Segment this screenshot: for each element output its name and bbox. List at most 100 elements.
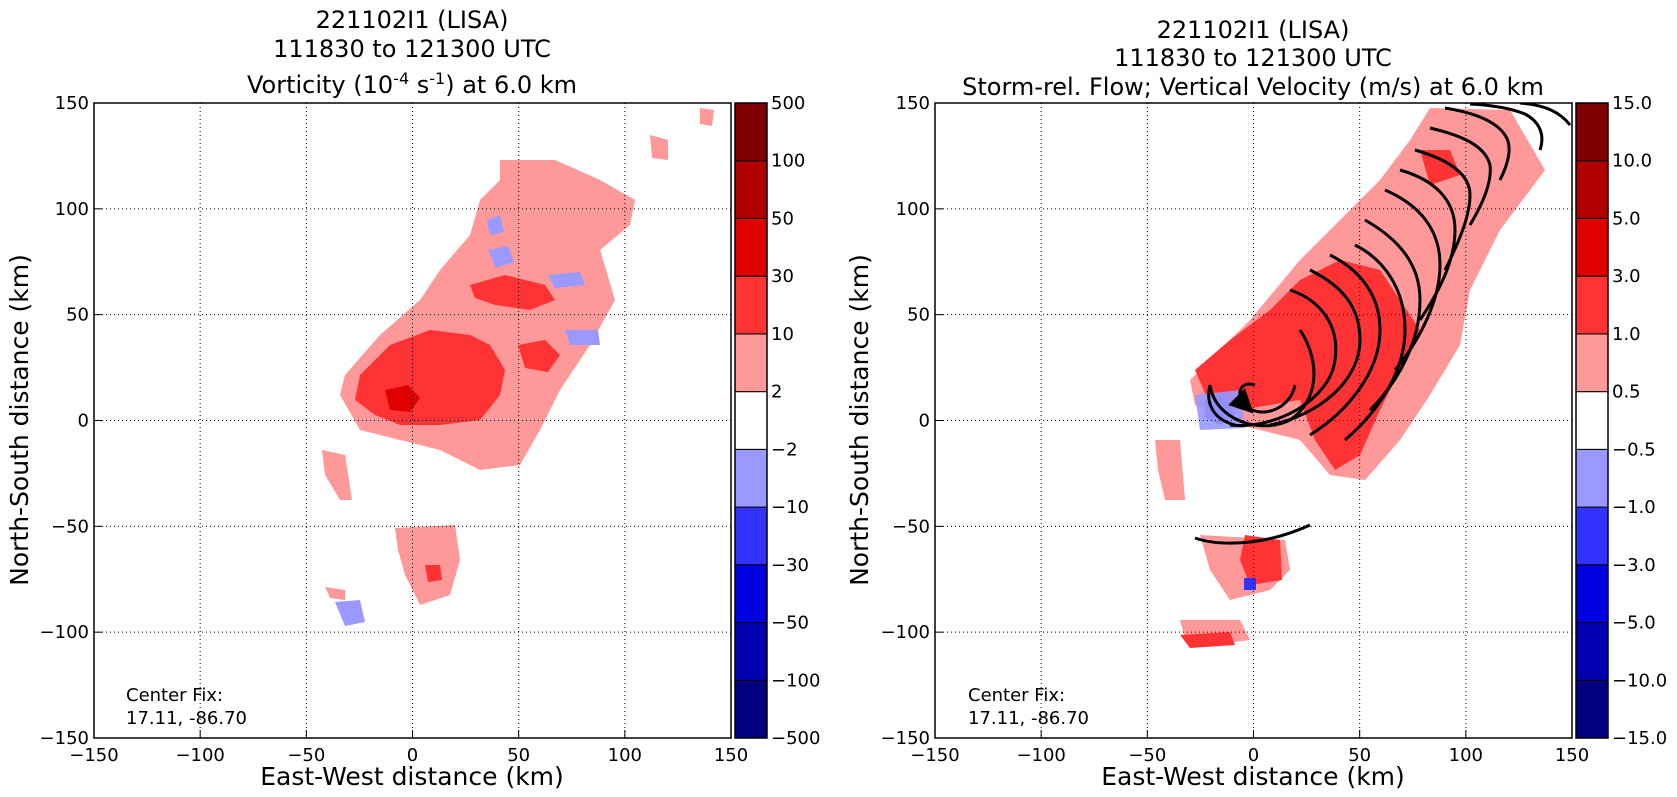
left-center-fix-value: 17.11, -86.70 — [126, 708, 247, 729]
left-ylabel: North-South distance (km) — [5, 254, 34, 586]
left-title-end: ) at 6.0 km — [445, 71, 577, 99]
right-colorbar-label: 10.0 — [1612, 151, 1652, 172]
right-ylabel: North-South distance (km) — [845, 254, 874, 586]
left-xtick-label: 50 — [507, 745, 530, 766]
right-colorbar-label: −15.0 — [1612, 728, 1667, 749]
left-ytick-label: 0 — [78, 411, 89, 432]
left-xtick-label: 0 — [407, 745, 418, 766]
streamline-spiral — [1228, 382, 1297, 414]
left-colorbar-frame — [734, 102, 768, 739]
left-contour-blue-5 — [335, 600, 365, 626]
left-vorticity-field — [322, 108, 714, 626]
left-panel: 221102I1 (LISA) 111830 to 121300 UTC Vor… — [5, 6, 820, 791]
right-colorbar-segment — [1575, 333, 1609, 393]
right-ytick-label: −100 — [881, 622, 930, 643]
left-colorbar-segment — [734, 448, 768, 508]
right-ytick-label: −150 — [881, 728, 930, 749]
left-ytick-label: 100 — [55, 199, 89, 220]
right-ytick-label: 0 — [919, 411, 930, 432]
right-title-line1: 221102I1 (LISA) — [1157, 16, 1350, 44]
streamline-9 — [1414, 148, 1472, 271]
left-colorbar-segment — [734, 333, 768, 393]
left-colorbar-segment — [734, 217, 768, 277]
streamline-12 — [1469, 103, 1544, 151]
right-xtick-label: −100 — [1016, 745, 1065, 766]
left-title-line3: Vorticity (10-4 s-1) at 6.0 km — [247, 69, 577, 100]
left-ytick-label: 50 — [66, 305, 89, 326]
right-ytick-label: −50 — [892, 516, 930, 537]
left-contour-blue-4 — [487, 215, 504, 235]
left-ytick-label: −100 — [40, 622, 89, 643]
left-title-sup2: -1 — [429, 69, 445, 88]
right-colorbar-segment — [1575, 506, 1609, 566]
left-contour-blue-1 — [488, 246, 514, 268]
left-colorbar-label: 30 — [771, 266, 794, 287]
left-xtick-label: −50 — [287, 745, 325, 766]
right-colorbar-label: 3.0 — [1612, 266, 1641, 287]
left-title-main: Vorticity (10 — [247, 71, 393, 99]
right-ytick-label: 50 — [907, 305, 930, 326]
right-contour-red-upper — [1420, 150, 1460, 185]
right-panel: 221102I1 (LISA) 111830 to 121300 UTC Sto… — [845, 16, 1667, 791]
right-xtick-label: −50 — [1128, 745, 1166, 766]
right-ytick-label: 150 — [896, 93, 930, 114]
right-colorbar-label: −1.0 — [1612, 497, 1656, 518]
left-colorbar-segment — [734, 622, 768, 681]
left-colorbar-label: −500 — [771, 728, 820, 749]
left-contour-blue-3 — [565, 330, 600, 345]
right-colorbar-label: −5.0 — [1612, 613, 1656, 634]
streamline-11 — [1444, 106, 1511, 181]
left-contour-pink-s — [325, 587, 345, 600]
left-contour-blue-2 — [548, 272, 585, 288]
left-colorbar-label: 2 — [771, 382, 782, 403]
right-colorbar-segment — [1575, 448, 1609, 508]
left-colorbar-label: 10 — [771, 324, 794, 345]
left-colorbar: −500 −100 −50 −30 −10 −2 2 10 30 50 100 500 — [734, 93, 820, 749]
right-ticks: −150 −100 −50 0 50 100 150 −150 −100 −50 0 50 100 150 — [881, 93, 1590, 766]
left-colorbar-label: 100 — [771, 151, 805, 172]
streamline-2 — [1229, 288, 1338, 428]
right-center-fix-label: Center Fix: — [968, 685, 1065, 706]
right-xtick-label: 0 — [1248, 745, 1259, 766]
right-colorbar-segment — [1575, 275, 1609, 335]
right-contour-lightblue-center — [1195, 390, 1245, 430]
right-colorbar-label: 1.0 — [1612, 324, 1641, 345]
right-contour-red-core — [1195, 260, 1420, 470]
left-title-mid: s — [409, 71, 429, 99]
right-contour-blue-small — [1244, 578, 1256, 590]
left-contour-red-south — [425, 565, 442, 582]
right-xtick-label: 50 — [1348, 745, 1371, 766]
left-contour-red-small — [518, 340, 560, 372]
right-xtick-label: 150 — [1555, 745, 1589, 766]
left-center-fix-label: Center Fix: — [126, 685, 223, 706]
left-colorbar-label: −100 — [771, 670, 820, 691]
left-colorbar-label: −30 — [771, 555, 809, 576]
right-colorbar-label: −0.5 — [1612, 439, 1656, 460]
right-xtick-label: −150 — [910, 745, 959, 766]
left-contour-darkred-center — [385, 385, 420, 412]
left-ytick-label: −150 — [40, 728, 89, 749]
streamline-w — [1207, 384, 1236, 427]
left-contour-pink-edge — [650, 135, 668, 160]
right-xtick-label: 100 — [1449, 745, 1483, 766]
left-ticks: −150 −100 −50 0 50 100 150 −150 −100 −50 0 50 100 150 — [40, 93, 749, 766]
streamline-3 — [1269, 268, 1362, 427]
left-colorbar-segment — [734, 391, 768, 450]
left-colorbar-label: 50 — [771, 208, 794, 229]
left-title-line2: 111830 to 121300 UTC — [273, 35, 551, 63]
right-colorbar-segment — [1575, 160, 1609, 219]
left-xtick-label: −100 — [175, 745, 224, 766]
right-colorbar-label: 0.5 — [1612, 382, 1641, 403]
right-colorbar-segment — [1575, 622, 1609, 681]
left-ytick-label: 150 — [55, 93, 89, 114]
left-xlabel: East-West distance (km) — [260, 762, 564, 791]
streamline-7 — [1384, 188, 1442, 371]
left-colorbar-segment — [734, 275, 768, 335]
streamline-south — [1194, 523, 1311, 545]
right-contour-red-south — [1240, 535, 1282, 585]
left-title-sup1: -4 — [393, 69, 409, 88]
left-colorbar-label: 500 — [771, 93, 805, 114]
right-colorbar-segment — [1575, 679, 1609, 739]
right-colorbar-label: 15.0 — [1612, 93, 1652, 114]
